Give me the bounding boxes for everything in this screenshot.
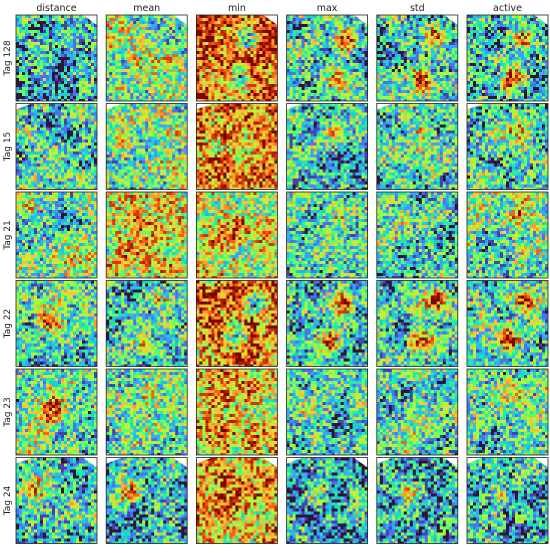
panel-tag-128-max [286,14,369,102]
panel-tag-21-mean [105,191,188,279]
panel-tag-21-distance [15,191,98,279]
panel-tag-15-std [376,103,459,190]
panel-tag-15-min [195,103,278,190]
panel-tag-22-mean [105,280,188,367]
column-title-active: active [493,3,522,14]
panel-tag-128-mean [105,14,188,102]
panel-tag-23-distance [15,368,98,456]
panel-tag-22-active [466,280,549,367]
column-title-min: min [228,3,246,14]
panel-tag-23-max [286,368,369,456]
panel-tag-24-min [195,457,278,544]
panel-tag-24-distance [15,457,98,544]
column-title-mean: mean [133,3,160,14]
panel-tag-128-min [195,14,278,102]
panel-tag-24-active [466,457,549,544]
row-label-tag-24: Tag 24 [3,485,13,516]
panel-tag-22-min [195,280,278,367]
heatmap-panels [15,14,549,544]
panel-tag-22-distance [15,280,98,367]
row-label-tag-21: Tag 21 [3,220,13,251]
panel-tag-21-active [466,191,549,279]
column-title-std: std [410,3,425,14]
panel-tag-21-min [195,191,278,279]
panel-tag-21-max [286,191,369,279]
panel-tag-22-std [376,280,459,367]
row-label-tag-128: Tag 128 [3,40,13,77]
panel-tag-24-max [286,457,369,544]
panel-tag-128-std [376,14,459,102]
panel-tag-24-std [376,457,459,544]
panel-tag-23-std [376,368,459,456]
row-label-tag-22: Tag 22 [3,309,13,340]
row-labels: Tag 128 Tag 15 Tag 21 Tag 22 Tag 23 Tag 24 [3,40,13,516]
panel-tag-22-max [286,280,369,367]
panel-tag-128-distance [15,14,98,102]
panel-tag-24-mean [105,457,188,544]
column-title-max: max [317,3,338,14]
column-title-distance: distance [36,3,76,14]
panel-tag-128-active [466,14,549,102]
panel-tag-15-active [466,103,549,190]
column-titles: distance mean min max std active [36,3,522,14]
row-label-tag-15: Tag 15 [3,132,13,163]
panel-tag-23-mean [105,368,188,456]
panel-tag-15-mean [105,103,188,190]
row-label-tag-23: Tag 23 [3,397,13,428]
panel-tag-15-max [286,103,369,190]
panel-tag-21-std [376,191,459,279]
panel-tag-23-min [195,368,278,456]
panel-tag-15-distance [15,103,98,190]
panel-tag-23-active [466,368,549,456]
